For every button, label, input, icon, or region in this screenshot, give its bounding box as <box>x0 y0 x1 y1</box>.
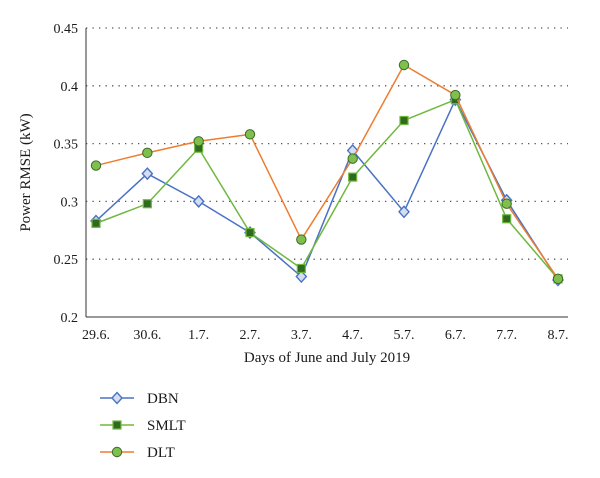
series-dbn <box>90 93 564 287</box>
data-point-smlt <box>399 115 409 126</box>
legend-label-dlt: DLT <box>147 445 175 461</box>
legend-label-smlt: SMLT <box>147 418 186 434</box>
data-point-dbn <box>295 269 308 284</box>
legend-label-dbn: DBN <box>147 391 179 407</box>
y-tick-labels: 0.2 0.25 0.3 0.35 0.4 0.45 <box>54 22 79 326</box>
y-tick-label: 0.25 <box>54 253 79 268</box>
legend: DBN SMLT DLT <box>100 391 186 461</box>
series-line-dlt <box>95 64 559 280</box>
legend-item-dlt: DLT <box>100 445 175 461</box>
axes <box>85 28 568 318</box>
data-point-dbn <box>192 194 205 208</box>
data-point-dbn <box>398 205 410 219</box>
x-tick-label: 6.7. <box>445 328 466 343</box>
legend-item-dbn: DBN <box>100 391 179 407</box>
y-tick-label: 0.4 <box>61 80 79 95</box>
x-tick-labels: 29.6. 30.6. 1.7. 2.7. 3.7. 4.7. 5.7. 6.7. 7.7. 8.… <box>82 328 569 343</box>
x-tick-label: 5.7. <box>394 328 415 343</box>
data-point-smlt <box>348 172 358 182</box>
x-tick-label: 7.7. <box>496 328 517 343</box>
y-tick-label: 0.3 <box>61 195 79 210</box>
data-point-dlt <box>552 273 564 285</box>
data-point-smlt <box>245 228 255 238</box>
legend-item-smlt: SMLT <box>100 418 186 434</box>
x-tick-label: 30.6. <box>133 328 161 343</box>
y-tick-label: 0.2 <box>61 311 79 326</box>
x-tick-label: 4.7. <box>342 328 363 343</box>
data-point-smlt <box>296 263 306 274</box>
legend-marker-dbn <box>111 391 123 405</box>
legend-marker-dlt <box>111 446 123 458</box>
series-group <box>90 59 564 287</box>
data-point-dlt <box>398 59 410 71</box>
data-point-dlt <box>347 153 358 164</box>
data-point-dlt <box>296 234 307 245</box>
data-point-dbn <box>141 167 154 181</box>
series-dlt <box>90 59 564 285</box>
data-point-dlt <box>450 89 461 101</box>
data-point-smlt <box>142 199 152 209</box>
legend-marker-smlt <box>112 420 122 430</box>
x-tick-label: 3.7. <box>291 328 312 343</box>
x-tick-label: 8.7. <box>548 328 569 343</box>
grid-lines <box>86 27 568 260</box>
y-axis-label: Power RMSE (kW) <box>18 113 34 231</box>
data-point-dlt <box>244 129 256 140</box>
x-tick-label: 2.7. <box>240 328 261 343</box>
x-tick-label: 29.6. <box>82 328 110 343</box>
series-smlt <box>91 95 563 284</box>
y-tick-label: 0.45 <box>54 22 79 37</box>
data-point-dlt <box>90 160 102 171</box>
data-point-smlt <box>502 214 512 224</box>
x-tick-label: 1.7. <box>188 328 209 343</box>
data-point-dlt <box>142 147 153 159</box>
y-tick-label: 0.35 <box>54 138 79 153</box>
data-point-dlt <box>193 136 204 147</box>
data-point-smlt <box>91 218 101 228</box>
x-axis-label: Days of June and July 2019 <box>244 350 410 366</box>
series-line-dbn <box>95 98 559 281</box>
data-point-dlt <box>501 198 512 209</box>
series-line-smlt <box>95 98 559 280</box>
